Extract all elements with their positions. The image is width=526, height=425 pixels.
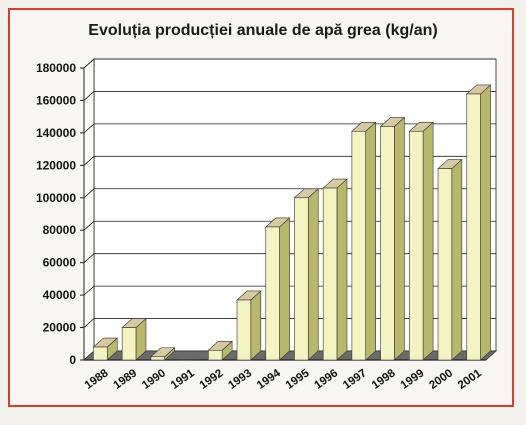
bar-side — [451, 158, 463, 361]
bar-side — [394, 116, 405, 361]
x-tick-label: 1990 — [140, 367, 168, 392]
chart-title: Evoluția producției anuale de apă grea (… — [88, 22, 438, 39]
y-tick-label: 60000 — [43, 256, 77, 270]
gridline-depth — [83, 318, 95, 328]
y-tick-label: 40000 — [43, 288, 77, 302]
bar-1993 — [236, 299, 252, 361]
gridline-depth — [83, 253, 95, 263]
x-tick-label: 1996 — [312, 367, 340, 392]
bar-side — [336, 178, 348, 361]
bar-1990 — [150, 356, 165, 361]
y-tick-label: 0 — [69, 353, 76, 367]
x-tick-label: 1995 — [284, 367, 312, 392]
x-tick-label: 1999 — [399, 367, 427, 392]
x-tick-label: 1989 — [111, 367, 139, 392]
bar-2000 — [437, 168, 453, 361]
gridline-depth — [83, 188, 95, 199]
x-tick-label: 1998 — [370, 367, 398, 392]
x-tick-label: 1992 — [198, 367, 226, 392]
bar-1992 — [208, 349, 223, 361]
x-tick-label: 1993 — [226, 367, 254, 392]
y-tick-label: 140000 — [36, 126, 76, 140]
gridline-depth — [83, 220, 95, 231]
gridline-depth — [83, 156, 95, 166]
bar-side — [422, 121, 434, 361]
y-tick-label: 160000 — [36, 93, 76, 107]
x-tick-label: 1988 — [83, 367, 111, 392]
bar-1995 — [294, 197, 309, 361]
y-tick-label: 120000 — [36, 158, 76, 172]
chart-floor — [82, 350, 498, 361]
bar-side — [480, 84, 491, 361]
bar-1997 — [351, 130, 366, 361]
gridline-depth — [83, 285, 95, 296]
bar-1999 — [409, 130, 424, 361]
bar-1998 — [380, 126, 395, 361]
gridline-depth — [83, 58, 95, 69]
x-tick-label: 2001 — [456, 367, 484, 392]
gridline-depth — [83, 91, 95, 101]
bar-1988 — [93, 346, 108, 361]
bar-2001 — [466, 93, 481, 361]
bar-side — [307, 188, 319, 361]
x-tick-label: 1991 — [169, 367, 197, 392]
y-tick-label: 180000 — [36, 61, 76, 75]
side-wall — [83, 58, 95, 361]
gridline-depth — [83, 123, 95, 134]
bar-side — [279, 217, 290, 361]
bar-side — [365, 121, 376, 361]
x-tick-label: 2000 — [427, 367, 455, 392]
bar-1989 — [121, 327, 137, 361]
bar-side — [250, 290, 262, 361]
bar-1996 — [322, 187, 338, 361]
y-tick-label: 80000 — [43, 223, 77, 237]
x-tick-label: 1997 — [341, 367, 369, 392]
bar-1994 — [265, 226, 280, 361]
x-tick-label: 1994 — [255, 367, 283, 392]
y-tick-label: 20000 — [43, 321, 77, 335]
y-tick-label: 100000 — [36, 191, 76, 205]
